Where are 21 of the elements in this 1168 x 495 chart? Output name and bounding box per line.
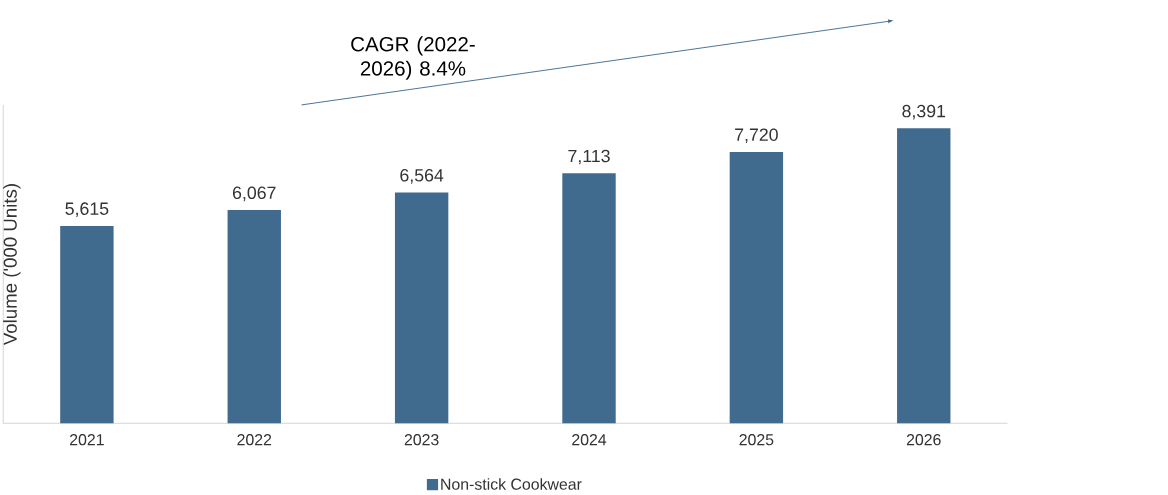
bar [562, 173, 616, 424]
y-axis-title: Volume ('000 Units) [3, 184, 21, 346]
bar [227, 210, 281, 424]
legend-label: Non-stick Cookwear [441, 478, 582, 490]
x-tick-label: 2025 [739, 434, 774, 446]
data-label: 8,391 [902, 104, 946, 120]
bar [60, 226, 114, 424]
data-label: 6,564 [400, 169, 444, 184]
x-tick-label: 2023 [404, 434, 439, 446]
data-label: 7,113 [568, 149, 610, 165]
bar [729, 152, 784, 424]
x-tick-label: 2026 [906, 434, 941, 446]
data-label: 7,720 [735, 128, 778, 144]
bar [897, 128, 951, 424]
data-label: 6,067 [232, 186, 276, 202]
x-tick-label: 2021 [70, 434, 104, 446]
x-tick-label: 2024 [572, 434, 607, 446]
text: CAGR (2022-2026) 8.4% [351, 36, 475, 80]
data-label: 5,615 [65, 202, 109, 218]
bar [394, 192, 449, 424]
x-tick-label: 2022 [237, 434, 272, 446]
